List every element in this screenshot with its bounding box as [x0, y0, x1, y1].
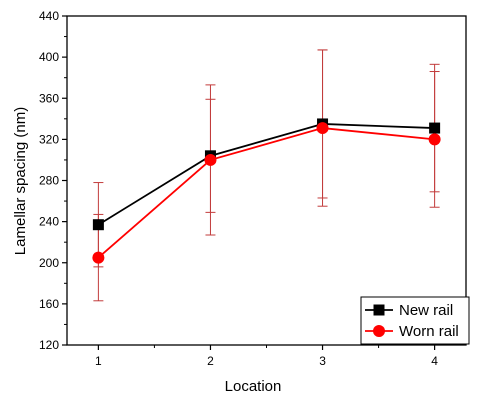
data-point-worn-rail-4 [428, 133, 441, 146]
plot-frame-layer [66, 15, 467, 346]
data-point-worn-rail-2 [204, 153, 217, 166]
x-axis-title: Location [225, 378, 282, 395]
data-point-worn-rail-3 [316, 122, 329, 135]
series-lines-layer [97, 123, 435, 259]
y-tick-label: 440 [39, 9, 59, 23]
markers-layer [92, 118, 441, 264]
y-tick-label: 360 [39, 91, 59, 105]
y-tick-label: 200 [39, 256, 59, 270]
data-point-new-rail-4 [429, 122, 441, 134]
data-point-worn-rail-1 [92, 251, 105, 264]
y-axis-title: Lamellar spacing (nm) [12, 107, 29, 255]
tick-labels-layer: 120 160 200 240 280 320 360 400 440 1 2 3 4 [39, 9, 438, 368]
y-tick-label: 280 [39, 174, 59, 188]
legend-marker-1 [373, 325, 385, 337]
series-line-worn-rail [97, 127, 435, 259]
legend-label-0: New rail [399, 302, 453, 319]
legend-label-1: Worn rail [399, 323, 459, 340]
legend: New rail Worn rail [360, 296, 470, 345]
x-tick-label: 4 [431, 354, 438, 368]
series-line-new-rail [97, 123, 435, 226]
x-tick-label: 3 [319, 354, 326, 368]
legend-marker-0 [373, 304, 385, 316]
y-tick-label: 240 [39, 215, 59, 229]
ticks-layer [62, 15, 436, 350]
data-point-new-rail-1 [92, 219, 104, 231]
errorbars-layer [93, 49, 440, 302]
x-tick-label: 2 [207, 354, 214, 368]
y-tick-label: 400 [39, 50, 59, 64]
x-tick-label: 1 [95, 354, 102, 368]
y-tick-label: 120 [39, 338, 59, 352]
y-tick-label: 160 [39, 297, 59, 311]
plot-frame [66, 15, 467, 346]
y-tick-label: 320 [39, 132, 59, 146]
